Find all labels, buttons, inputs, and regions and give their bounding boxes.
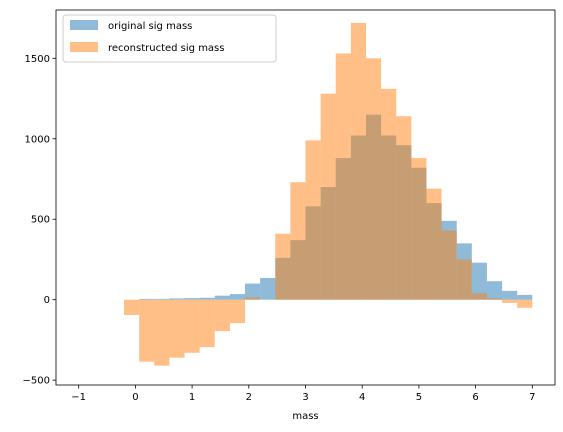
x-tick-label: −1 (71, 392, 86, 403)
original-bar-4 (184, 298, 200, 300)
reconstructed-bar-18 (396, 116, 412, 300)
y-tick-label: −500 (23, 376, 50, 387)
y-tick-label: 1000 (25, 134, 50, 145)
reconstructed-bar-19 (411, 158, 427, 300)
legend-label-original: original sig mass (108, 21, 192, 32)
reconstructed-bar-11 (290, 182, 306, 300)
reconstructed-bar-0 (124, 299, 140, 315)
original-bar-5 (199, 297, 215, 300)
original-bar-8 (244, 283, 261, 300)
reconstructed-bar-21 (441, 230, 457, 300)
reconstructed-bar-15 (350, 22, 367, 300)
legend-label-reconstructed: reconstructed sig mass (108, 43, 224, 54)
reconstructed-bar-7 (229, 299, 245, 324)
original-bar-1 (139, 298, 155, 300)
x-tick-label: 3 (302, 392, 308, 403)
reconstructed-bar-2 (154, 299, 170, 366)
original-bar-9 (260, 277, 276, 300)
legend-swatch-reconstructed (70, 42, 98, 52)
bars-layer (124, 22, 533, 366)
x-tick-label: 0 (132, 392, 138, 403)
legend-swatch-original (70, 20, 98, 30)
x-axis-label: mass (292, 411, 318, 422)
reconstructed-bar-20 (426, 188, 442, 300)
original-bar-7 (229, 294, 245, 300)
x-tick-label: 4 (359, 392, 365, 403)
reconstructed-bar-26 (517, 299, 533, 308)
y-axis-ticks: −500 0 500 1000 1500 (23, 54, 56, 387)
original-bar-3 (169, 298, 185, 300)
reconstructed-bar-4 (184, 299, 200, 353)
x-tick-label: 2 (246, 392, 252, 403)
original-bar-2 (154, 298, 170, 300)
reconstructed-bar-23 (471, 293, 487, 300)
original-bar-6 (214, 295, 230, 300)
reconstructed-bar-3 (169, 299, 185, 358)
reconstructed-bar-8 (244, 297, 261, 300)
reconstructed-bar-16 (366, 58, 382, 300)
original-bar-26 (517, 294, 533, 300)
reconstructed-bar-13 (320, 93, 336, 300)
y-tick-label: 1500 (25, 54, 50, 65)
reconstructed-bar-22 (456, 259, 472, 300)
reconstructed-bar-14 (335, 53, 351, 300)
reconstructed-bar-6 (214, 299, 230, 332)
reconstructed-bar-12 (305, 140, 321, 300)
x-axis-ticks: −1 0 1 2 3 4 5 6 7 (71, 385, 536, 403)
original-bar-23 (471, 262, 487, 300)
y-tick-label: 0 (44, 295, 50, 306)
reconstructed-bar-25 (502, 299, 518, 303)
y-tick-label: 500 (31, 215, 50, 226)
reconstructed-bar-5 (199, 299, 215, 348)
x-tick-label: 5 (416, 392, 422, 403)
reconstructed-bar-24 (486, 298, 503, 300)
original-bar-25 (502, 290, 518, 300)
reconstructed-bar-10 (275, 233, 291, 300)
reconstructed-bar-17 (381, 88, 397, 300)
x-tick-label: 6 (472, 392, 478, 403)
legend-frame (62, 14, 277, 63)
x-tick-label: 1 (189, 392, 195, 403)
original-bar-24 (486, 281, 503, 300)
reconstructed-bar-1 (139, 299, 155, 362)
legend: original sig mass reconstructed sig mass (62, 14, 277, 63)
x-tick-label: 7 (529, 392, 535, 403)
